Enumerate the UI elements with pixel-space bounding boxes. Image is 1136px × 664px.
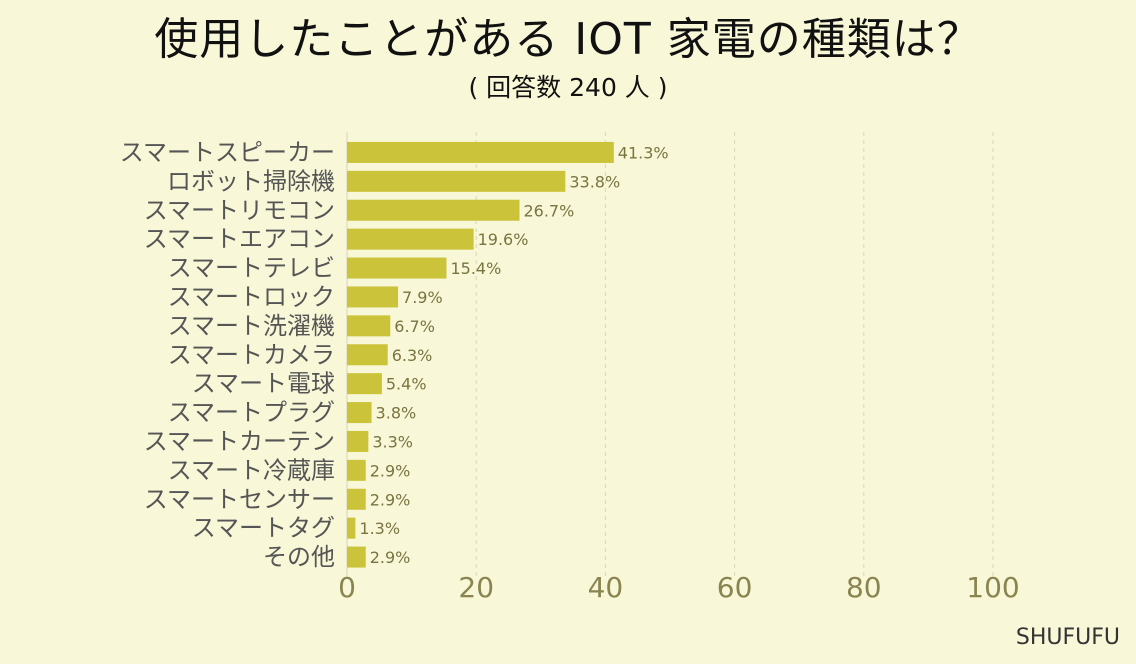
value-label: 19.6%	[478, 230, 529, 249]
value-label: 15.4%	[450, 259, 501, 278]
category-label: スマートタグ	[192, 514, 335, 542]
bar	[347, 373, 382, 395]
category-label: スマートカーテン	[144, 427, 335, 455]
labels-layer: スマートスピーカー 41.3% ロボット掃除機 33.8% スマートリモコン 26.7% ス…	[120, 138, 669, 571]
category-label: スマートカメラ	[168, 341, 335, 369]
grid-layer	[346, 132, 994, 578]
bar	[347, 141, 614, 163]
bar	[347, 315, 391, 337]
value-label: 6.7%	[394, 317, 435, 336]
value-label: 1.3%	[359, 519, 400, 538]
bar	[347, 546, 366, 568]
category-label: スマートセンサー	[144, 485, 335, 513]
x-tick-label: 0	[338, 571, 356, 604]
category-label: ロボット掃除機	[167, 167, 335, 195]
chart-subtitle: ( 回答数 240 人 )	[468, 73, 668, 102]
value-label: 7.9%	[402, 288, 443, 307]
bar	[347, 517, 356, 539]
value-label: 5.4%	[386, 375, 427, 394]
x-tick-label: 100	[966, 571, 1019, 604]
category-label: スマートエアコン	[144, 225, 335, 253]
bar	[347, 430, 369, 452]
chart-title: 使用したことがある IOT 家電の種類は？	[154, 14, 982, 65]
value-label: 6.3%	[392, 346, 433, 365]
category-label: スマートリモコン	[144, 196, 335, 224]
category-label: スマートロック	[168, 283, 335, 311]
ticks-layer: 0 20 40 60 80 100	[338, 571, 1020, 604]
category-label: その他	[263, 543, 335, 571]
bar	[347, 170, 566, 192]
value-label: 26.7%	[523, 201, 574, 220]
value-label: 3.3%	[372, 432, 413, 451]
bar	[347, 459, 366, 481]
value-label: 41.3%	[618, 143, 669, 162]
x-tick-label: 60	[717, 571, 753, 604]
x-tick-label: 40	[588, 571, 624, 604]
category-label: スマート電球	[192, 370, 335, 398]
category-label: スマート洗濯機	[168, 312, 335, 340]
category-label: スマートプラグ	[168, 399, 335, 427]
category-label: スマートテレビ	[168, 254, 335, 282]
bar	[347, 488, 366, 510]
bar	[347, 257, 447, 279]
bar	[347, 199, 520, 221]
category-label: スマートスピーカー	[120, 138, 335, 166]
x-tick-label: 20	[458, 571, 494, 604]
value-label: 3.8%	[376, 404, 417, 423]
value-label: 33.8%	[569, 172, 620, 191]
bars-layer	[347, 141, 614, 568]
value-label: 2.9%	[370, 461, 411, 480]
value-label: 2.9%	[370, 548, 411, 567]
bar	[347, 344, 388, 366]
brand-logo-text: SHUFUFU	[1015, 625, 1120, 650]
bar	[347, 286, 399, 308]
category-label: スマート冷蔵庫	[168, 456, 335, 484]
bar	[347, 402, 372, 424]
value-label: 2.9%	[370, 490, 411, 509]
bar	[347, 228, 474, 250]
x-tick-label: 80	[846, 571, 882, 604]
